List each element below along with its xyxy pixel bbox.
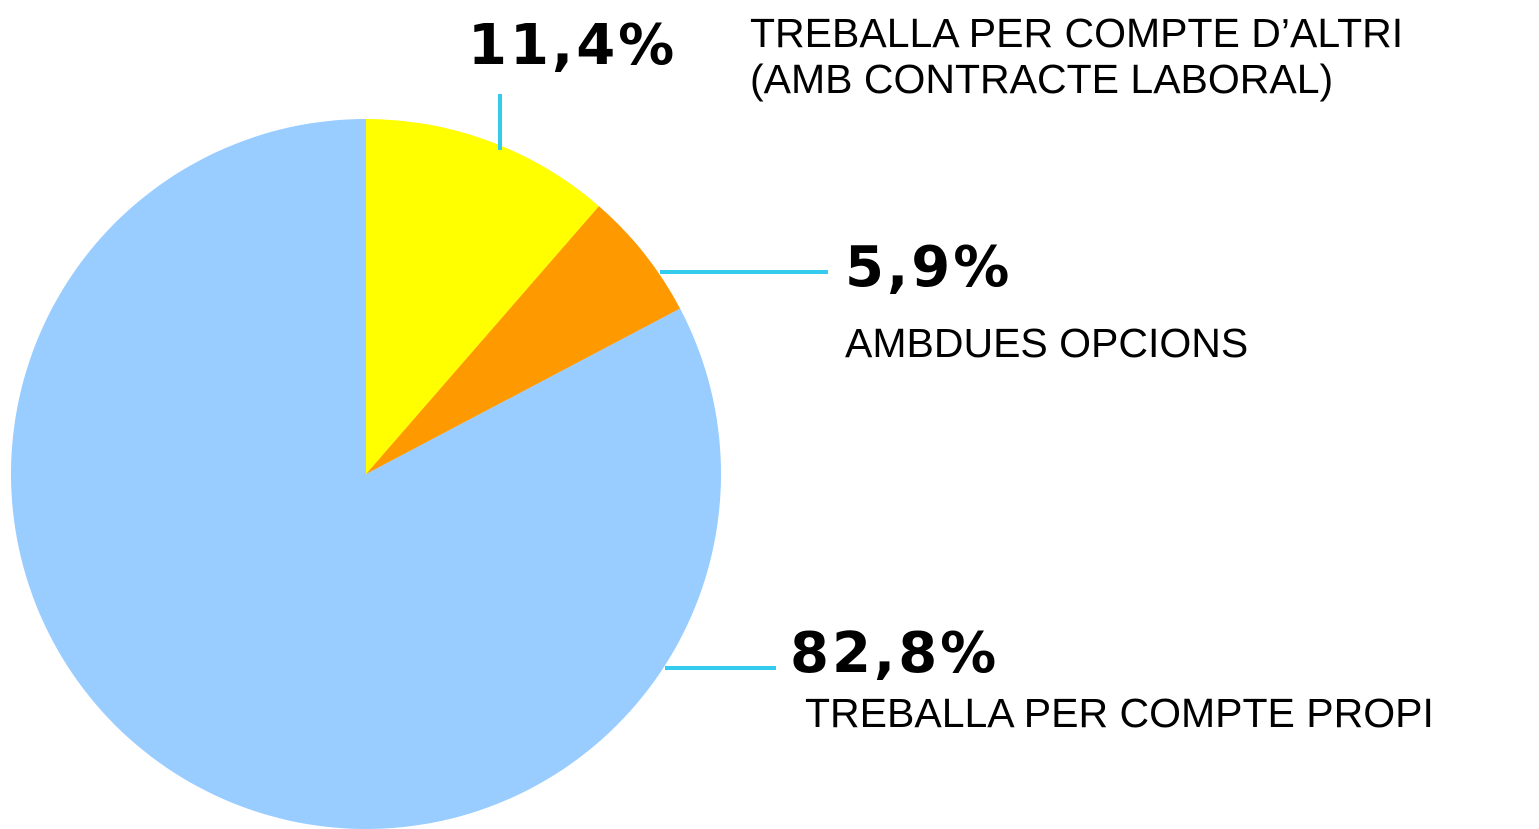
category-label: TREBALLA PER COMPTE PROPI (805, 690, 1434, 736)
category-label: TREBALLA PER COMPTE D’ALTRI (AMB CONTRAC… (750, 10, 1404, 102)
pie-slice (366, 206, 681, 474)
pie-slice (366, 119, 599, 474)
value-label: 5,9% (845, 235, 1013, 300)
category-label: AMBDUES OPCIONS (845, 320, 1249, 366)
value-label: 11,4% (468, 13, 678, 78)
value-label: 82,8% (790, 621, 1000, 686)
